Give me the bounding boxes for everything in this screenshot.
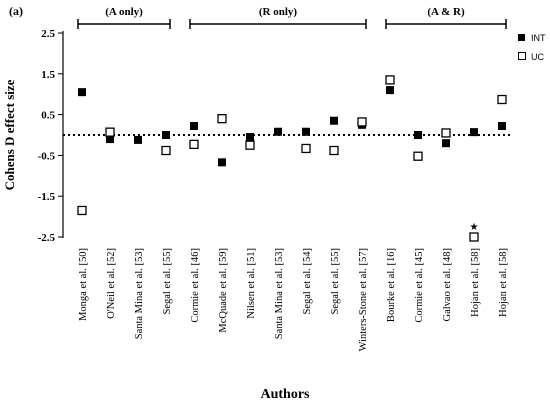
x-tick-label: Cormie et al. [45]	[414, 248, 425, 323]
point-uc	[105, 127, 115, 137]
y-axis-label: Cohens D effect size	[2, 79, 17, 190]
point-uc	[329, 145, 339, 156]
point-int	[246, 133, 254, 142]
group-brackets: (A only) (R only) (A & R)	[77, 6, 507, 29]
x-tick-label: Hojan et al. [58]	[498, 248, 509, 317]
point-uc	[245, 140, 255, 150]
point-uc	[441, 128, 451, 138]
point-int	[414, 131, 422, 139]
legend-int-marker	[518, 34, 525, 41]
x-tick-label: Bourke et al. [16]	[386, 248, 397, 322]
point-int	[218, 158, 226, 167]
x-tick-label: Segal et al. [54]	[302, 248, 313, 314]
x-tick-label: Winters-Stone et al. [57]	[358, 248, 369, 351]
point-int	[470, 128, 478, 137]
x-tick-label: McQuade et al. [59]	[218, 248, 229, 333]
point-int	[106, 135, 114, 144]
legend: INT UC	[518, 33, 546, 62]
x-tick-label: Hojan et al. [58]	[470, 248, 481, 317]
x-tick-label: Santa Mina et al. [53]	[134, 248, 145, 339]
group-label: (R only)	[259, 6, 298, 18]
x-tick-label: Segal et al. [55]	[162, 248, 173, 314]
x-tick-label: Galvao et al. [48]	[442, 248, 453, 321]
point-int	[302, 127, 310, 136]
point-uc	[77, 205, 87, 216]
point-int	[162, 131, 170, 139]
x-tick-label: Monga et al. [50]	[78, 248, 89, 321]
legend-uc-marker	[518, 52, 526, 60]
y-tick-label: 1.5	[41, 69, 55, 81]
point-uc	[469, 232, 479, 242]
point-uc	[161, 145, 171, 156]
significance-star: ★	[470, 222, 479, 233]
legend-int-label: INT	[531, 33, 546, 43]
axes: 2.5 1.5 0.5 -0.5 -1.5 -2.5	[38, 28, 64, 244]
legend-uc-label: UC	[531, 52, 544, 62]
point-int	[442, 139, 450, 148]
point-uc	[301, 143, 311, 154]
point-uc	[217, 114, 227, 124]
y-tick-label: 2.5	[41, 28, 55, 40]
group-label: (A & R)	[427, 6, 465, 18]
x-axis-label: Authors	[260, 387, 310, 402]
point-int	[386, 86, 394, 95]
point-uc	[497, 94, 507, 105]
x-tick-label: Segal et al. [55]	[330, 248, 341, 314]
panel-label: (a)	[9, 4, 23, 18]
x-tick-label: Cormie et al. [46]	[190, 248, 201, 323]
group-label: (A only)	[105, 6, 143, 18]
y-tick-label: -0.5	[38, 150, 56, 162]
x-tick-label: Nilsen et al. [51]	[246, 248, 257, 319]
x-tick-labels: Monga et al. [50] O'Neil et al. [52] Santa…	[78, 248, 509, 351]
point-int	[274, 127, 282, 136]
group-bracket: (A only)	[77, 6, 171, 29]
point-int	[78, 88, 86, 97]
point-uc	[357, 117, 367, 127]
y-tick-label: -1.5	[38, 191, 56, 203]
point-int	[190, 122, 198, 131]
group-bracket: (R only)	[189, 6, 367, 29]
point-int	[498, 122, 506, 131]
y-tick-label: 0.5	[41, 110, 55, 122]
point-int	[134, 135, 142, 144]
y-tick-label: -2.5	[38, 232, 56, 244]
point-uc	[413, 151, 423, 161]
x-tick-label: O'Neil et al. [52]	[106, 248, 117, 319]
point-uc	[385, 75, 395, 85]
point-int	[330, 116, 338, 125]
data-points: ★	[77, 75, 507, 242]
group-bracket: (A & R)	[385, 6, 507, 29]
point-uc	[189, 139, 199, 150]
x-tick-label: Santa Mina et al. [53]	[274, 248, 285, 339]
